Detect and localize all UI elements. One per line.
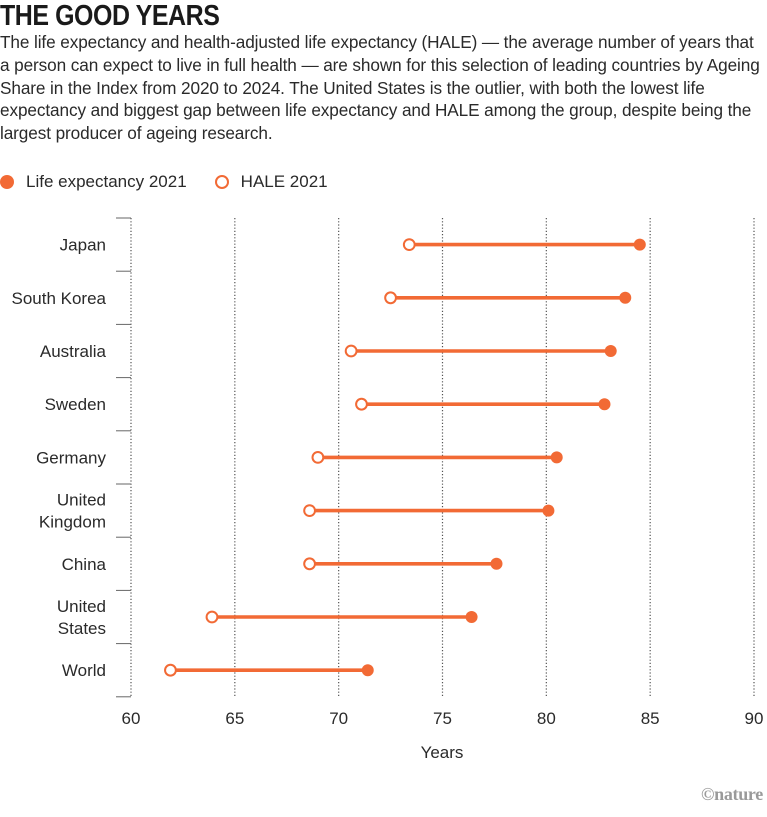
- life-expectancy-point: [465, 611, 478, 623]
- x-tick-label: 70: [329, 709, 348, 728]
- chart-title: THE GOOD YEARS: [0, 0, 220, 32]
- hale-point: [303, 504, 316, 518]
- row-germany: Germany: [36, 448, 563, 467]
- hale-point: [355, 397, 368, 411]
- chart-description: The life expectancy and health-adjusted …: [0, 32, 760, 144]
- data-rows: Japan South Korea Australia Sweden Germany Un…: [11, 236, 646, 680]
- life-expectancy-point: [598, 398, 611, 411]
- category-label: Germany: [36, 448, 106, 467]
- hale-point: [402, 238, 416, 252]
- legend-label-life-expectancy: Life expectancy 2021: [26, 172, 187, 191]
- category-label: South Korea: [11, 289, 106, 308]
- row-united-kingdom: United Kingdom: [39, 491, 555, 532]
- hale-point: [205, 610, 219, 624]
- row-south-korea: South Korea: [11, 289, 632, 308]
- legend-label-hale: HALE 2021: [240, 172, 328, 191]
- x-tick-label: 80: [537, 709, 556, 728]
- row-sweden: Sweden: [45, 395, 611, 414]
- life-expectancy-point: [361, 664, 374, 677]
- row-japan: Japan: [60, 236, 646, 255]
- row-australia: Australia: [40, 342, 617, 361]
- category-label: Australia: [40, 342, 107, 361]
- life-expectancy-point: [550, 451, 563, 464]
- hale-point: [344, 344, 358, 358]
- life-expectancy-point: [604, 345, 617, 357]
- hale-point: [311, 451, 325, 464]
- life-expectancy-point: [490, 557, 503, 570]
- row-china: China: [62, 555, 503, 574]
- legend-item-hale: HALE 2021: [211, 172, 328, 192]
- x-tick-label: 75: [433, 709, 452, 728]
- nature-logo: ©nature: [700, 784, 763, 804]
- open-circle-icon: [214, 175, 229, 189]
- life-expectancy-point: [542, 504, 555, 517]
- row-world: World: [62, 661, 374, 680]
- life-expectancy-point: [633, 238, 646, 251]
- y-axis: [116, 217, 131, 698]
- category-label: United Kingdom: [39, 491, 106, 532]
- category-label: China: [62, 555, 107, 574]
- x-axis: 60 65 70 75 80 85 90: [122, 709, 764, 728]
- category-label: Japan: [60, 236, 106, 255]
- x-tick-label: 60: [122, 709, 141, 728]
- hale-point: [384, 291, 397, 305]
- category-label: World: [62, 661, 106, 680]
- category-label: Sweden: [45, 395, 106, 414]
- life-expectancy-point: [619, 291, 632, 304]
- legend-item-life-expectancy: Life expectancy 2021: [0, 172, 187, 192]
- category-label: United States: [57, 597, 106, 638]
- hale-point: [164, 663, 177, 677]
- filled-circle-icon: [0, 175, 14, 189]
- x-axis-label: Years: [421, 743, 464, 762]
- row-united-states: United States: [57, 597, 478, 638]
- x-tick-label: 90: [745, 709, 764, 728]
- x-tick-label: 65: [225, 709, 244, 728]
- x-tick-label: 85: [641, 709, 660, 728]
- hale-point: [303, 557, 316, 571]
- legend: Life expectancy 2021 HALE 2021: [0, 170, 352, 194]
